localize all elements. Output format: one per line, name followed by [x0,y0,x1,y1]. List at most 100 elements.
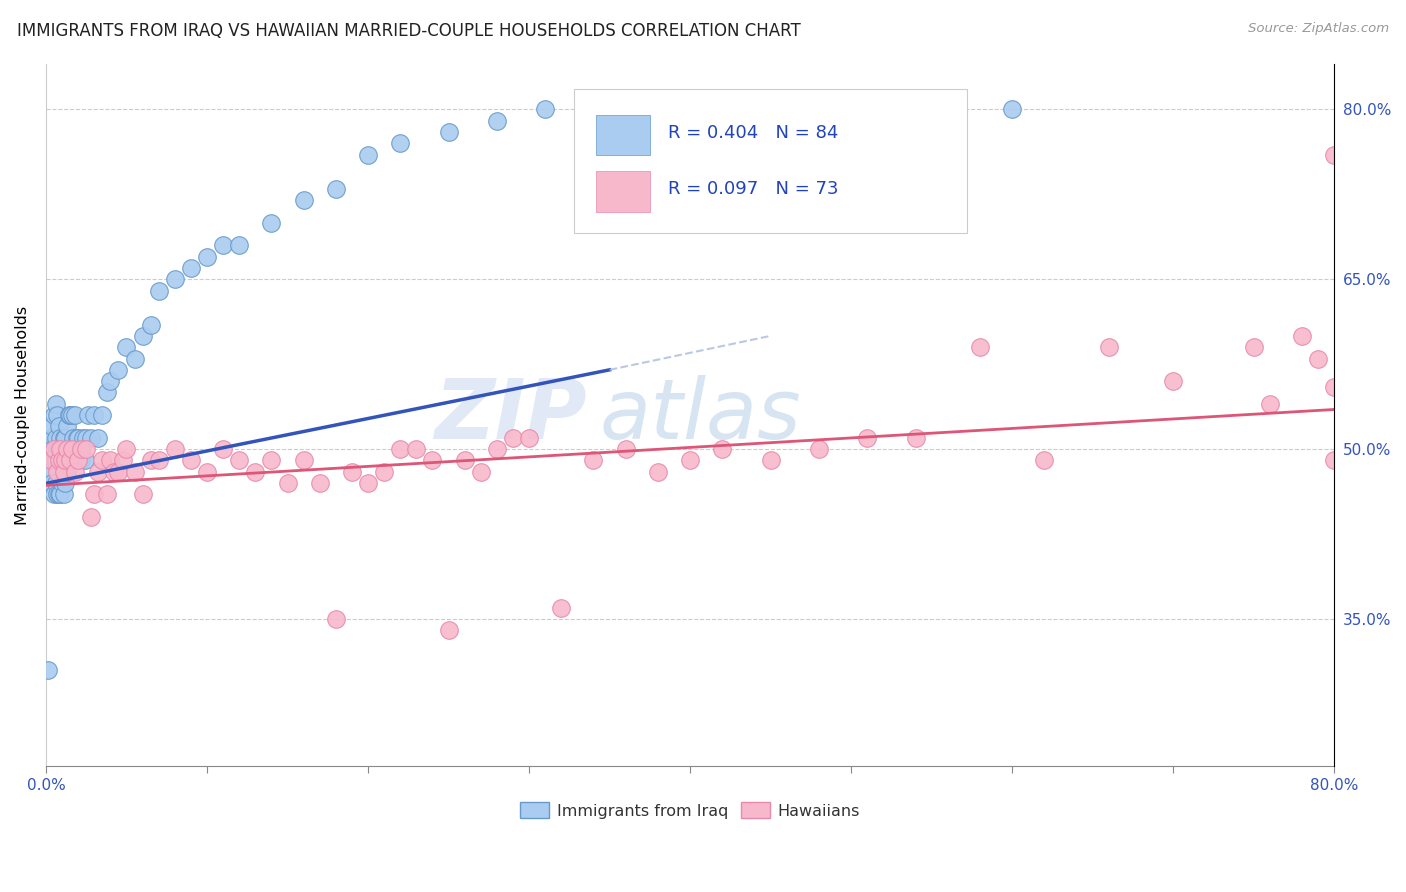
Point [124,351,146,366]
Point [373,465,395,479]
Point [276,476,298,491]
Point [60,453,83,467]
Point [46,408,69,422]
Point [148,453,170,467]
Point [45,476,67,491]
Point [260,216,283,230]
Text: IMMIGRANTS FROM IRAQ VS HAWAIIAN MARRIED-COUPLE HOUSEHOLDS CORRELATION CHART: IMMIGRANTS FROM IRAQ VS HAWAIIAN MARRIED… [17,22,800,40]
Point [212,238,235,252]
Point [42,408,65,422]
Point [485,442,508,456]
Point [112,453,135,467]
Point [1243,340,1265,354]
Point [69,442,91,456]
Point [42,453,65,467]
Point [630,91,652,105]
Point [41,476,63,491]
Point [1306,351,1329,366]
Point [115,340,138,354]
Point [53,453,76,467]
Point [51,476,73,491]
Point [325,181,347,195]
Point [39,431,62,445]
Point [70,453,93,467]
Point [46,487,69,501]
Point [100,453,122,467]
Point [711,91,734,105]
Point [75,431,97,445]
Point [65,431,87,445]
Text: Source: ZipAtlas.com: Source: ZipAtlas.com [1249,22,1389,36]
Point [100,374,122,388]
Point [72,431,94,445]
Point [76,408,98,422]
Point [969,340,991,354]
Point [405,442,427,456]
Point [38,453,60,467]
Point [1323,453,1346,467]
Point [1291,329,1313,343]
Point [63,408,86,422]
Point [48,419,70,434]
Point [711,442,734,456]
Point [45,453,67,467]
Point [195,465,218,479]
Y-axis label: Married-couple Households: Married-couple Households [15,306,30,524]
Point [453,453,475,467]
Point [1323,380,1346,394]
Point [759,453,782,467]
Point [52,487,75,501]
Point [41,442,63,456]
Point [517,431,540,445]
Point [49,453,72,467]
Point [86,465,108,479]
Point [856,431,879,445]
Point [41,419,63,434]
Point [292,193,315,207]
Point [679,453,702,467]
Point [56,442,79,456]
Point [534,103,557,117]
Point [936,91,959,105]
Point [67,431,90,445]
Point [83,487,105,501]
Point [485,113,508,128]
Point [180,260,202,275]
Point [647,465,669,479]
Point [107,363,129,377]
Point [679,113,702,128]
Point [148,284,170,298]
Point [45,431,67,445]
Point [1098,340,1121,354]
Point [48,453,70,467]
Point [49,442,72,456]
Point [91,453,114,467]
Point [53,431,76,445]
Point [308,476,330,491]
Point [86,431,108,445]
Point [91,408,114,422]
Point [49,431,72,445]
Text: R = 0.097   N = 73: R = 0.097 N = 73 [668,180,838,198]
Point [107,465,129,479]
Point [67,453,90,467]
Point [51,442,73,456]
Point [872,103,894,117]
Point [96,487,118,501]
Point [42,487,65,501]
Point [56,465,79,479]
Text: atlas: atlas [600,375,801,456]
Point [48,487,70,501]
Point [80,510,103,524]
Point [1033,453,1056,467]
Point [228,453,250,467]
Point [163,442,186,456]
Legend: Immigrants from Iraq, Hawaiians: Immigrants from Iraq, Hawaiians [513,796,866,825]
Point [437,125,460,139]
Point [389,136,412,151]
Point [46,442,69,456]
Point [70,442,93,456]
Point [59,408,82,422]
Point [51,453,73,467]
Point [582,453,605,467]
